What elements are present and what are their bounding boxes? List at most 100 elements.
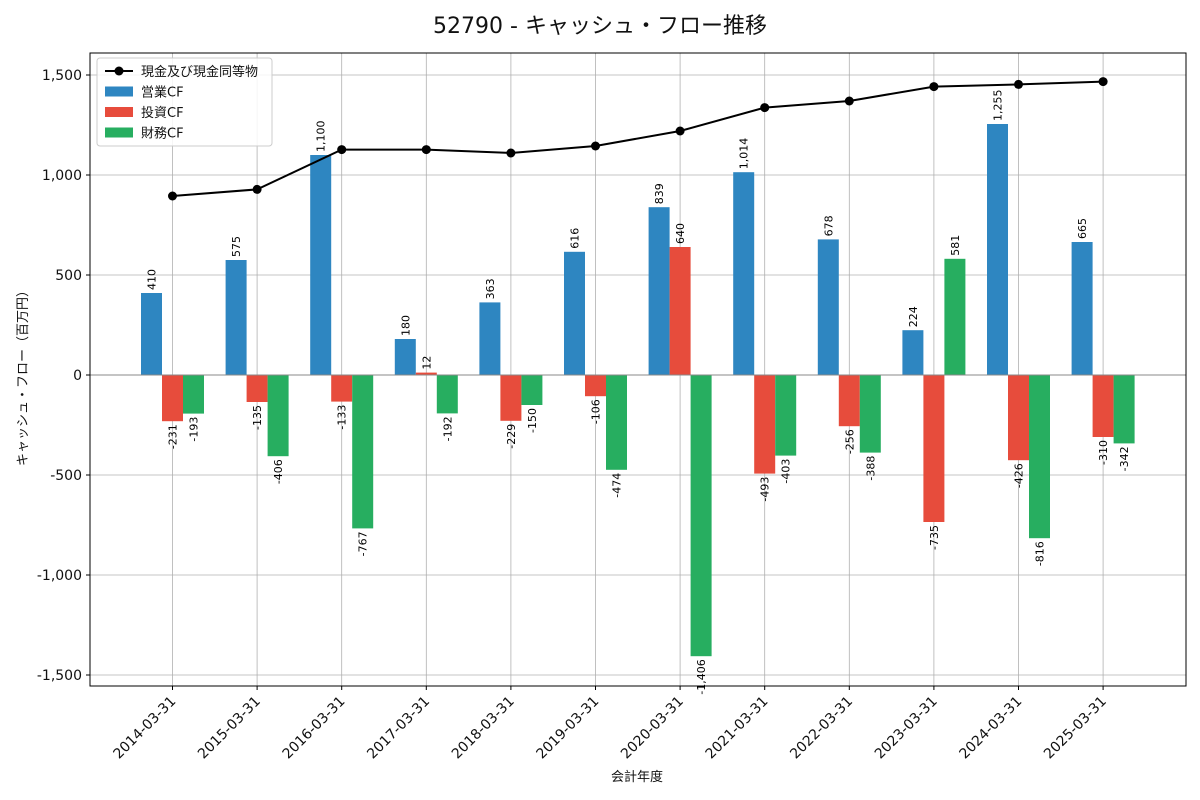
cash-line-point xyxy=(506,148,516,158)
x-tick-label: 2020-03-31 xyxy=(618,694,687,763)
bar xyxy=(733,172,755,375)
y-tick-label: -1,000 xyxy=(37,568,82,584)
legend-swatch xyxy=(105,86,133,97)
cash-line-point xyxy=(421,145,431,155)
cash-line-path xyxy=(172,80,1104,197)
bar xyxy=(436,375,458,414)
bar xyxy=(923,375,945,522)
cash-line-point xyxy=(929,82,939,92)
y-tick-label: -500 xyxy=(50,468,82,484)
legend-label: 財務CF xyxy=(141,127,184,142)
cash-line-point xyxy=(1098,77,1108,87)
bar-value-label: -310 xyxy=(1097,440,1110,465)
cash-line-point xyxy=(675,126,685,136)
bar xyxy=(690,375,712,657)
bar-value-label: 410 xyxy=(146,269,159,290)
bar-value-label: 1,014 xyxy=(738,138,751,170)
bar xyxy=(521,375,543,405)
bar-value-label: -231 xyxy=(167,424,180,449)
bar xyxy=(606,375,627,470)
bar-value-label: 640 xyxy=(674,223,687,244)
bar-value-label: -474 xyxy=(611,473,624,498)
bar-value-label: -135 xyxy=(251,405,264,430)
bar-value-label: -1,406 xyxy=(695,659,708,694)
legend-label: 投資CF xyxy=(141,105,184,121)
bar-value-label: 1,255 xyxy=(992,90,1005,122)
bar xyxy=(859,375,881,453)
bar-value-label: 363 xyxy=(484,278,497,299)
bar-value-label: 224 xyxy=(907,306,920,327)
bar-value-label: 678 xyxy=(822,215,835,236)
x-tick-label: 2023-03-31 xyxy=(872,694,941,763)
bar xyxy=(1092,375,1114,437)
x-tick-label: 2016-03-31 xyxy=(280,694,349,763)
bar xyxy=(902,330,924,375)
bar-value-label: -106 xyxy=(590,399,603,424)
y-tick-label: 1,000 xyxy=(42,168,82,184)
bar xyxy=(838,375,860,427)
cash-line-point xyxy=(591,141,600,151)
bar-value-label: 180 xyxy=(399,315,412,336)
bar-value-label: -150 xyxy=(526,408,539,433)
cash-line-point xyxy=(252,184,262,194)
cash-line-point xyxy=(844,96,854,106)
bar xyxy=(754,375,776,474)
x-tick-label: 2025-03-31 xyxy=(1041,694,1110,763)
legend-label: 現金及び現金同等物 xyxy=(141,64,258,80)
bar-value-label: -388 xyxy=(864,456,877,481)
x-tick-label: 2021-03-31 xyxy=(703,694,772,763)
cash-line xyxy=(168,77,1108,201)
bar xyxy=(183,375,204,414)
y-tick-label: -1,500 xyxy=(37,668,82,684)
legend-marker xyxy=(114,66,124,76)
bar-value-label: 581 xyxy=(949,235,962,256)
data-labels: 410 575 1,100 180 363 616 839 1,014 678 224 1,255 6… xyxy=(146,90,1132,695)
bar-value-label: -193 xyxy=(188,417,201,442)
bar xyxy=(987,124,1008,375)
bar xyxy=(1113,375,1135,444)
x-tick-label: 2018-03-31 xyxy=(449,694,518,763)
bar xyxy=(331,375,353,402)
bar-value-label: -406 xyxy=(272,459,285,484)
y-tick-label: 0 xyxy=(73,368,82,384)
bar xyxy=(246,375,268,402)
x-tick-label: 2015-03-31 xyxy=(195,694,264,763)
bar xyxy=(1029,375,1050,539)
bar xyxy=(585,375,606,397)
chart-title: 52790 - キャッシュ・フロー推移 xyxy=(433,14,767,39)
bar xyxy=(817,239,839,375)
plot-frame xyxy=(89,52,1187,687)
bar xyxy=(162,375,183,422)
bar-value-label: -816 xyxy=(1034,541,1047,566)
y-tick-label: 500 xyxy=(55,268,82,284)
cash-line-point xyxy=(168,191,177,201)
y-tick-label: 1,500 xyxy=(42,68,82,84)
bar xyxy=(141,293,162,375)
x-tick-label: 2022-03-31 xyxy=(787,694,856,763)
bar-value-label: -342 xyxy=(1118,446,1131,471)
legend-label: 営業CF xyxy=(141,85,184,101)
x-tick-label: 2017-03-31 xyxy=(364,694,433,763)
bar-value-label: -403 xyxy=(780,459,793,484)
bar xyxy=(1008,375,1029,461)
bar-value-label: -735 xyxy=(928,525,941,550)
bar xyxy=(479,302,501,375)
bar-value-label: 665 xyxy=(1076,218,1089,239)
bar xyxy=(775,375,797,456)
bar-value-label: 575 xyxy=(230,236,243,257)
bar xyxy=(1071,242,1093,375)
x-tick-label: 2014-03-31 xyxy=(110,694,179,763)
bar-value-label: -426 xyxy=(1013,463,1026,488)
cash-line-point xyxy=(760,103,770,113)
y-axis-label: キャッシュ・フロー（百万円） xyxy=(16,284,31,466)
bar-value-label: -493 xyxy=(759,477,772,502)
bar xyxy=(564,251,585,375)
bar xyxy=(669,247,691,375)
bar-value-label: -767 xyxy=(357,531,370,556)
bar-value-label: -256 xyxy=(843,429,856,454)
bar-value-label: 616 xyxy=(569,228,582,249)
legend-box xyxy=(96,57,273,147)
